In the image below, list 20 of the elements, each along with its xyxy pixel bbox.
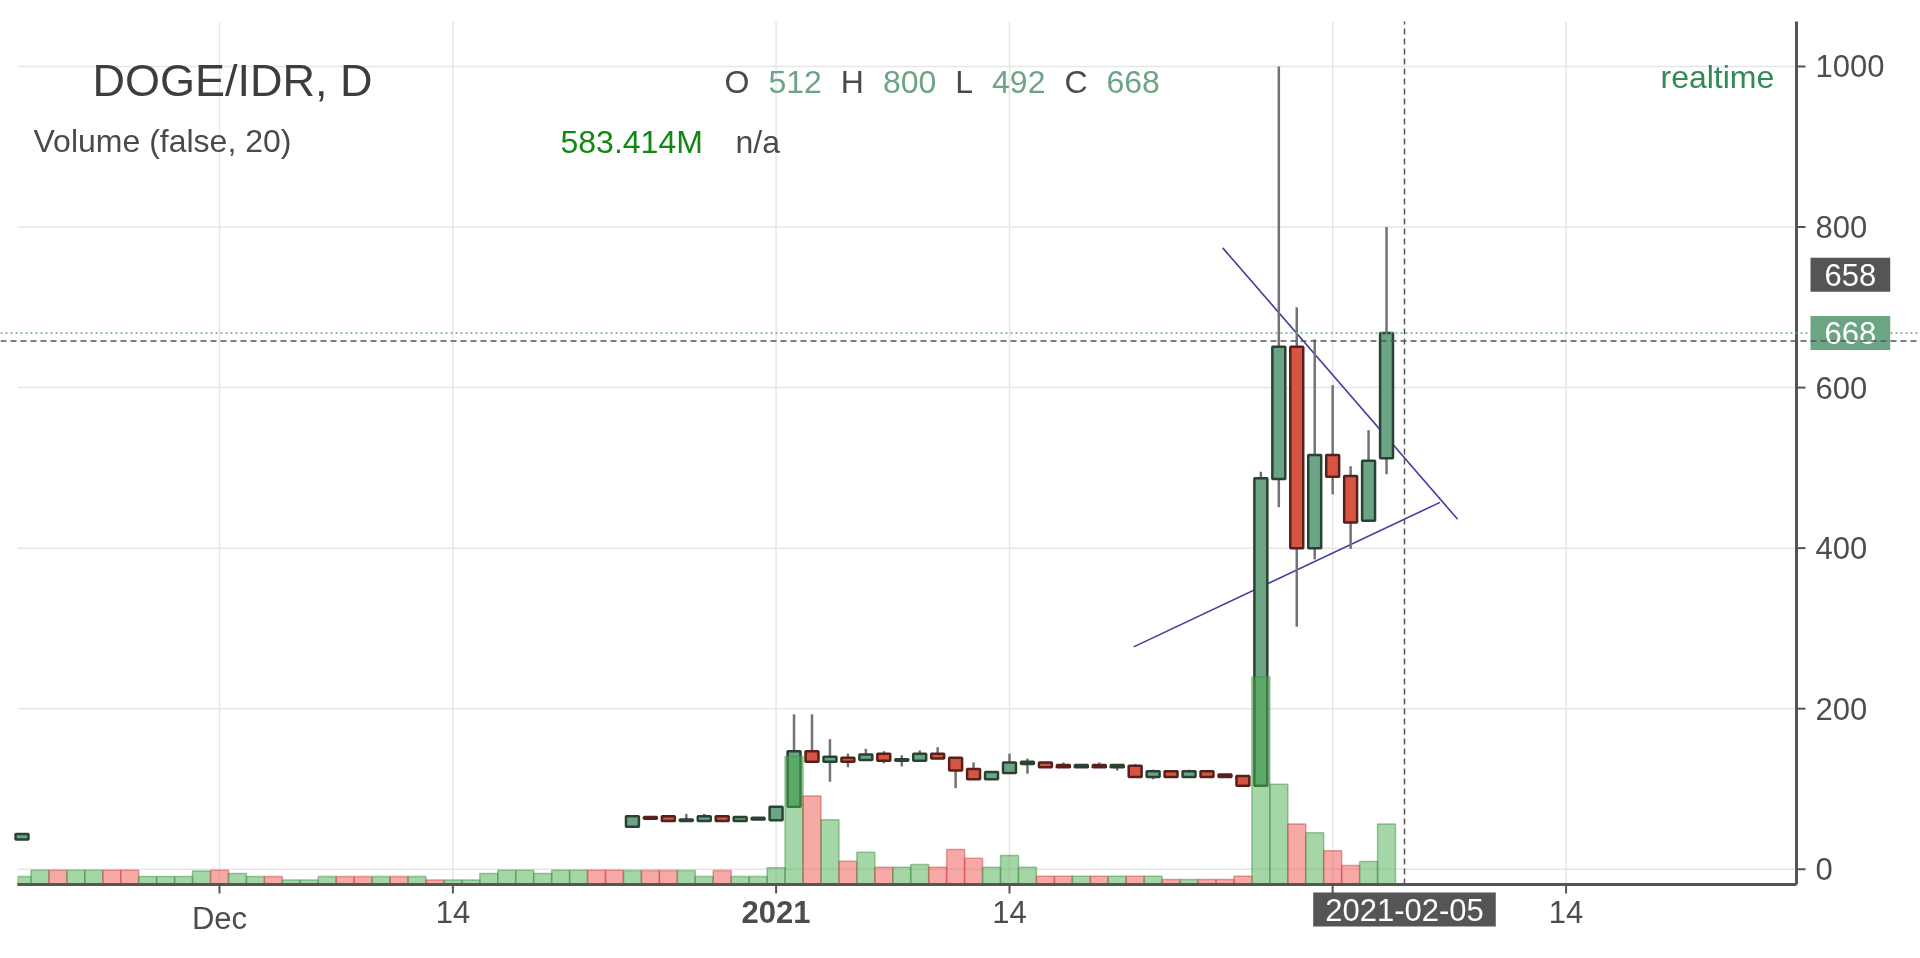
annotation: 583.414M [560, 123, 703, 160]
annotation: Volume (false, 20) [33, 122, 292, 159]
x-tick-label: Dec [191, 900, 248, 936]
annotation: O 512 H 800 L 492 C 668 [724, 63, 1160, 100]
y-tick-label: 1000 [1815, 49, 1885, 85]
annotation: n/a [735, 123, 781, 160]
x-tick-label: 2021 [741, 894, 811, 930]
ref-line-label: 2021-02-05 [1325, 892, 1484, 928]
ref-line-label: 658 [1824, 257, 1877, 293]
y-tick-label: 200 [1815, 691, 1868, 727]
annotation: realtime [1660, 58, 1775, 95]
y-tick-label: 800 [1815, 210, 1868, 246]
x-tick-label: 14 [992, 894, 1027, 930]
y-tick-label: 600 [1815, 370, 1868, 406]
x-tick-label: 14 [435, 894, 471, 930]
y-tick-label: 0 [1815, 852, 1833, 888]
x-tick-label: 14 [1548, 894, 1584, 930]
ref-line-label: 668 [1824, 315, 1877, 351]
text: DOGE/IDR, D [92, 55, 373, 106]
y-tick-label: 400 [1815, 531, 1868, 567]
